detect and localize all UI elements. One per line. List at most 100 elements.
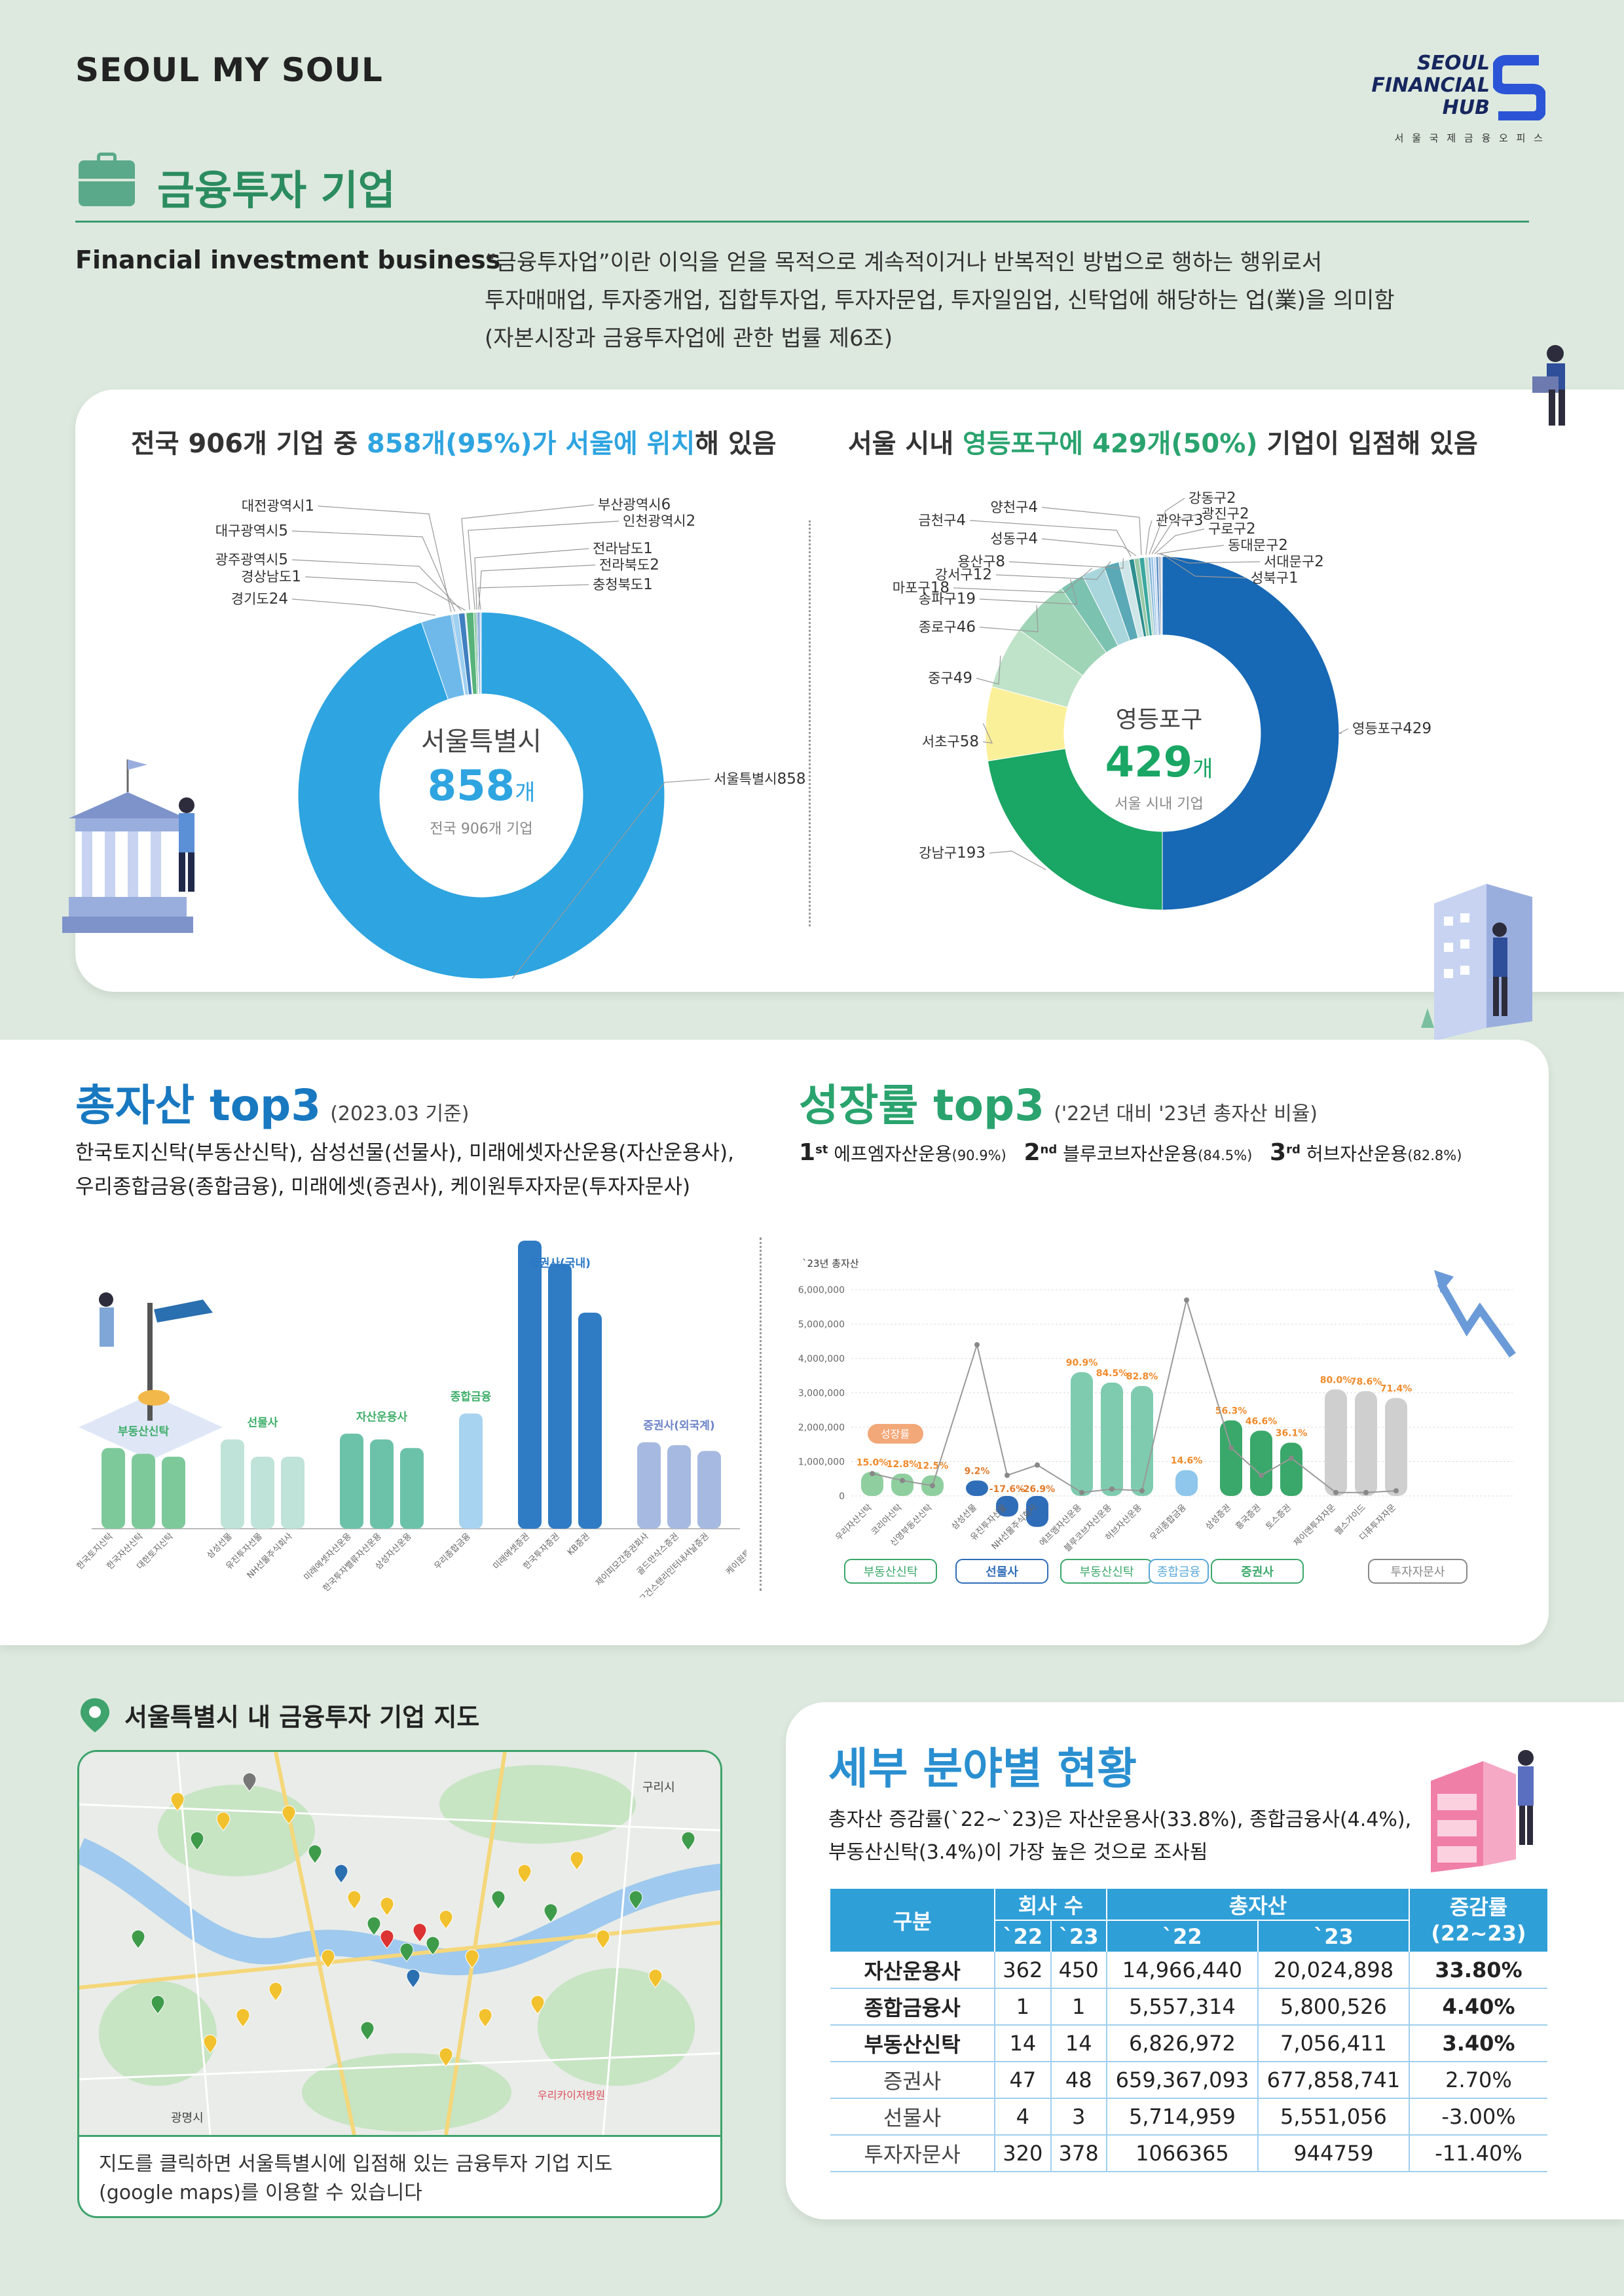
donut-leader-7 [468, 520, 619, 610]
donut-label-3: 중구49 [928, 670, 972, 687]
donut-leader-3 [976, 655, 1001, 685]
growth-bar-3 [966, 1480, 988, 1496]
donut-leader-0 [1338, 728, 1349, 734]
growth-rate-4: -17.6% [989, 1484, 1025, 1495]
growth-ylabel: `23년 총자산 [802, 1258, 859, 1269]
table-row: 투자자문사 320 378 1066365 944759 -11.40% [830, 2135, 1547, 2172]
bar-0-0 [101, 1448, 125, 1529]
growth-title: 성장률 top3 ('22년 대비 '23년 총자산 비율) [799, 1080, 1318, 1131]
group-tag-0 [844, 1559, 937, 1584]
donut-label-5: 송파구19 [919, 591, 976, 608]
title-divider [75, 221, 1529, 223]
bar-group-label-4: 증권사(국내) [529, 1257, 591, 1270]
donut-leader-18 [1161, 553, 1247, 579]
growth-rate-12: 36.1% [1276, 1429, 1308, 1439]
table-cell-a23: 944759 [1257, 2135, 1410, 2172]
ytick-1: 1,000,000 [798, 1457, 845, 1468]
growth-bar-10 [1220, 1420, 1242, 1496]
donut-label-3: 대구광역시5 [215, 522, 288, 539]
bar-5-1 [667, 1445, 691, 1529]
donut-leader-5 [304, 576, 466, 611]
donut-leader-9 [478, 564, 596, 610]
table-cell-rate: 33.80% [1435, 1957, 1522, 1982]
growth-rate-0: 15.0% [857, 1457, 889, 1468]
growth-bar-8 [1131, 1386, 1153, 1496]
section-divider [809, 520, 811, 926]
map-pin-7 [347, 1890, 361, 1910]
growth-cat-0: 우리자산신탁 [834, 1503, 874, 1542]
growth-point-9 [1184, 1297, 1189, 1303]
bar-label-6-0: 케이원투자자문 [724, 1531, 747, 1577]
donut-label-7: 인천광역시2 [623, 513, 695, 530]
map-pin-2 [216, 1812, 231, 1831]
table-cell-a23: 5,800,526 [1257, 1988, 1410, 2025]
growth-bar-11 [1250, 1430, 1272, 1496]
growth-cat-11: 흥국증권 [1234, 1503, 1263, 1531]
map-pin-11 [413, 1923, 427, 1942]
ytick-6: 6,000,000 [798, 1285, 845, 1296]
bar-1-2 [281, 1457, 304, 1529]
growth-line [872, 1297, 1397, 1493]
signpost-pole [147, 1303, 153, 1421]
growth-point-2 [930, 1483, 935, 1489]
col-count-23: `23 [1050, 1920, 1107, 1952]
total-asset-desc: 한국토지신탁(부동산신탁), 삼성선물(선물사), 미래에셋자산운용(자산운용사… [75, 1141, 734, 1199]
bar-label-1-0: 삼성선물 [205, 1531, 234, 1560]
total-asset-bar-chart: 한국토지신탁한국자산신탁대한토지신탁부동산신탁삼성선물유진투자선물NH선물주식회… [75, 1241, 747, 1597]
bar-label-2-1: 한국투자밸류자산운용 [322, 1531, 384, 1594]
donut-leader-16 [1156, 545, 1225, 555]
ytick-4: 4,000,000 [798, 1354, 845, 1364]
group-tag-label-0: 부동산신탁 [864, 1565, 918, 1579]
map-pin-30 [321, 1949, 335, 1969]
donut-leader-4 [979, 605, 1039, 632]
growth-rate-3: 9.2% [965, 1466, 990, 1476]
growth-rate-5: -26.9% [1020, 1484, 1055, 1495]
table-cell-c23: 450 [1050, 1952, 1107, 1988]
map-title: 서울특별시 내 금융투자 기업 지도 [124, 1703, 480, 1732]
map-pin-9 [380, 1929, 394, 1949]
section2-divider [760, 1237, 762, 1591]
donut-leader-2 [982, 723, 993, 744]
growth-point-12 [1289, 1455, 1294, 1461]
donut-leader-0 [511, 778, 710, 979]
map-pin-28 [439, 2047, 453, 2067]
table-cell-c22: 14 [995, 2025, 1052, 2062]
map-caption: 지도를 클릭하면 서울특별시에 입점해 있는 금융투자 기업 지도 (google… [79, 2135, 720, 2216]
seoul-map[interactable]: 구리시 광명시 우리카이저병원 [79, 1752, 722, 2136]
group-tag-1 [955, 1559, 1048, 1584]
table-row: 종합금융사 1 1 5,557,314 5,800,526 4.40% [830, 1988, 1547, 2025]
map-pin-23 [236, 2008, 250, 2028]
signpost-sign [154, 1300, 213, 1322]
bar-0-1 [132, 1453, 155, 1529]
bar-5-2 [697, 1451, 721, 1529]
bar-0-2 [162, 1457, 185, 1529]
donut-label-11: 양천구4 [990, 499, 1038, 516]
ytick-5: 5,000,000 [798, 1320, 845, 1330]
growth-rate-14: 78.6% [1350, 1377, 1382, 1387]
ytick-0: 0 [839, 1491, 845, 1502]
map-pin-33 [380, 1897, 394, 1916]
table-cell-c23: 378 [1050, 2135, 1107, 2172]
col-change-rate: 증감률 (22~23) [1431, 1895, 1526, 1946]
map-pin-8 [367, 1916, 381, 1936]
office-building-illustration [1421, 884, 1532, 1041]
map-pin-21 [648, 1969, 663, 1988]
table-row: 부동산신탁 14 14 6,826,972 7,056,411 3.40% [830, 2025, 1547, 2062]
location-pin-icon [81, 1698, 109, 1732]
donut-label-4: 광주광역시5 [215, 551, 288, 568]
donut-slice-1 [987, 748, 1163, 911]
map-frame[interactable]: 구리시 광명시 우리카이저병원 지도를 클릭하면 서울특별시에 입점해 있는 금… [77, 1750, 722, 2218]
growth-point-7 [1109, 1486, 1115, 1492]
donut-leader-6 [461, 504, 595, 610]
donut-label-0: 영등포구429 [1352, 720, 1431, 737]
map-pin-6 [334, 1864, 348, 1884]
donut-slice-18 [1160, 556, 1163, 636]
table-cell-c23: 3 [1050, 2098, 1107, 2135]
table-cell-a23: 7,056,411 [1257, 2025, 1410, 2062]
map-pin-18 [570, 1851, 584, 1870]
donut-leader-1 [291, 598, 435, 616]
donut-leader-14 [1151, 513, 1198, 555]
hub-s-icon [1493, 55, 1545, 120]
growth-badge [868, 1424, 923, 1444]
